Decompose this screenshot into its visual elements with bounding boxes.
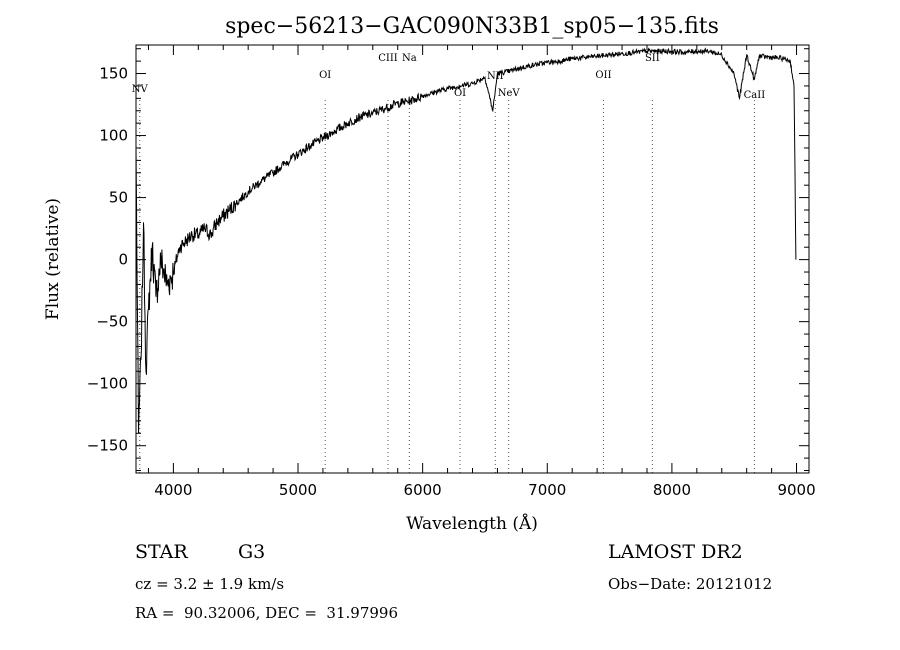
y-tick-label: 50 (109, 189, 128, 207)
survey-name: LAMOST DR2 (608, 541, 743, 563)
y-tick-label: 150 (99, 65, 128, 83)
object-subclass: G3 (238, 541, 265, 563)
x-tick-label: 4000 (154, 481, 192, 499)
object-class-text: STAR (135, 541, 188, 563)
line-label-oi: OI (319, 70, 331, 81)
line-label-oii: OII (595, 70, 611, 81)
redshift-readout: cz = 3.2 ± 1.9 km/s (135, 575, 285, 593)
plot-frame (135, 44, 810, 474)
line-label-nv: NV (132, 84, 149, 95)
x-tick-label: 6000 (404, 481, 442, 499)
y-tick-label: 0 (118, 251, 128, 269)
object-class: STAR (135, 541, 188, 563)
line-label-na: Na (402, 53, 417, 64)
spectral-line-markers: NV OI CIII Na OI NII NeV OII SII CaII (132, 53, 765, 473)
y-tick-label: −150 (87, 437, 128, 455)
line-label-oi: OI (454, 88, 466, 99)
y-tick-label: −50 (96, 313, 128, 331)
object-subclass-text: G3 (238, 541, 266, 563)
x-tick-label: 5000 (279, 481, 317, 499)
chart-title: spec−56213−GAC090N33B1_sp05−135.fits (225, 14, 719, 39)
x-axis-label: Wavelength (Å) (406, 513, 538, 534)
y-tick-label: −100 (87, 375, 128, 393)
line-label-ciii: CIII (378, 53, 398, 64)
y-tick-label: 100 (99, 127, 128, 145)
line-label-nii: NII (487, 71, 504, 82)
x-tick-label: 8000 (653, 481, 691, 499)
axis-ticks: 4000 5000 6000 7000 8000 9000 −150 −100 −50 0 50 10… (87, 45, 816, 499)
x-tick-label: 9000 (777, 481, 815, 499)
y-axis-label: Flux (relative) (43, 198, 63, 320)
line-label-nev: NeV (498, 88, 521, 99)
line-label-caii: CaII (744, 90, 766, 101)
observation-date: Obs−Date: 20121012 (608, 575, 773, 593)
coordinates-readout: RA = 90.32006, DEC = 31.97996 (135, 604, 399, 622)
line-label-sii: SII (645, 53, 660, 64)
x-tick-label: 7000 (528, 481, 566, 499)
spectrum-line (135, 47, 797, 434)
